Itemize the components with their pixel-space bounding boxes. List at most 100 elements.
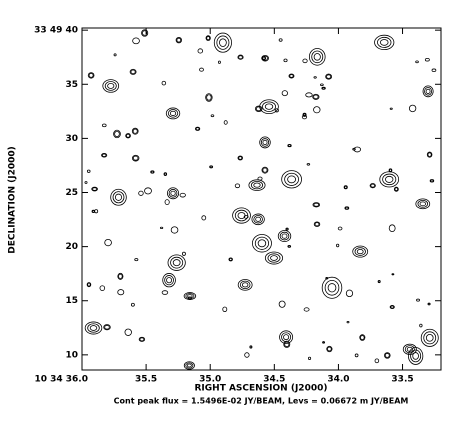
contour xyxy=(261,166,269,174)
contour xyxy=(412,352,419,360)
contour xyxy=(306,163,311,166)
contour xyxy=(262,101,276,112)
contour xyxy=(370,183,376,188)
plot-frame xyxy=(81,27,442,371)
contour xyxy=(313,94,319,100)
contour xyxy=(374,34,395,51)
contour xyxy=(302,112,307,117)
contour xyxy=(389,168,392,172)
contour xyxy=(209,165,213,169)
contour xyxy=(117,272,124,280)
contour xyxy=(254,236,270,250)
contour xyxy=(420,328,439,347)
contour xyxy=(251,213,265,226)
contour xyxy=(170,226,179,234)
contour xyxy=(352,245,369,258)
contour xyxy=(262,167,268,173)
contour xyxy=(382,173,397,186)
contour xyxy=(279,231,290,241)
contour xyxy=(169,110,177,116)
contour xyxy=(388,224,396,233)
contour xyxy=(278,300,286,308)
contour xyxy=(244,352,250,358)
contour xyxy=(86,169,91,173)
contour xyxy=(287,175,296,184)
contour xyxy=(195,127,200,131)
contour xyxy=(167,109,179,118)
y-tick-label: 10 xyxy=(65,350,78,360)
x-tick-label: 33.5 xyxy=(391,375,413,385)
contour xyxy=(259,136,271,149)
contour xyxy=(175,37,182,44)
contour xyxy=(250,181,264,190)
contour xyxy=(288,73,295,79)
contour xyxy=(353,146,361,153)
contour xyxy=(131,127,139,135)
contour xyxy=(131,154,140,162)
contour xyxy=(279,330,294,344)
contour xyxy=(161,290,169,295)
contour xyxy=(216,35,230,50)
contour xyxy=(379,39,389,46)
contour xyxy=(277,230,292,243)
x-tick-label: 10 34 36.0 xyxy=(34,375,88,385)
contour xyxy=(352,147,356,151)
contour xyxy=(312,93,320,100)
contour xyxy=(345,289,354,298)
contour xyxy=(88,73,94,78)
contour xyxy=(186,363,192,368)
contour xyxy=(260,138,270,147)
x-tick-label: 34.5 xyxy=(263,375,285,385)
y-tick-label: 33 49 40 xyxy=(34,26,78,36)
contour xyxy=(262,55,268,61)
y-tick-label: 35 xyxy=(65,80,78,90)
contour xyxy=(313,76,317,79)
x-tick-label: 35.0 xyxy=(199,375,221,385)
contour xyxy=(388,168,393,173)
contour xyxy=(259,99,279,114)
contour xyxy=(144,187,152,195)
contour xyxy=(125,133,131,139)
contour xyxy=(427,302,431,306)
contour xyxy=(303,307,310,312)
contour xyxy=(313,106,321,114)
contour xyxy=(278,38,283,42)
contour xyxy=(336,243,340,248)
contour xyxy=(312,202,321,208)
contour xyxy=(311,50,324,64)
contour xyxy=(163,172,168,176)
contour xyxy=(264,103,274,110)
contour xyxy=(385,175,394,183)
contour xyxy=(287,245,291,248)
contour xyxy=(170,256,184,269)
contour xyxy=(134,258,139,262)
contour xyxy=(138,190,144,196)
contour xyxy=(197,48,204,54)
contour xyxy=(234,183,241,189)
x-tick-label: 34.0 xyxy=(327,375,349,385)
contour xyxy=(104,81,117,91)
contour xyxy=(91,186,98,192)
contour xyxy=(129,68,137,75)
y-tick-label: 20 xyxy=(65,242,78,252)
contour xyxy=(138,336,146,342)
contour xyxy=(206,36,211,41)
contour xyxy=(130,69,136,75)
contour xyxy=(205,93,213,102)
contour xyxy=(102,79,120,93)
contour xyxy=(234,209,249,222)
contour xyxy=(301,114,308,120)
contour xyxy=(423,331,437,345)
contour xyxy=(425,334,434,342)
contour xyxy=(182,251,186,256)
contour xyxy=(254,105,263,112)
contour xyxy=(179,192,186,198)
contour xyxy=(185,293,195,299)
contour xyxy=(237,54,244,60)
contour xyxy=(424,87,433,96)
contour xyxy=(270,255,278,261)
contour xyxy=(384,352,391,359)
contour xyxy=(113,129,121,139)
contour xyxy=(308,356,312,360)
contour xyxy=(176,37,182,43)
